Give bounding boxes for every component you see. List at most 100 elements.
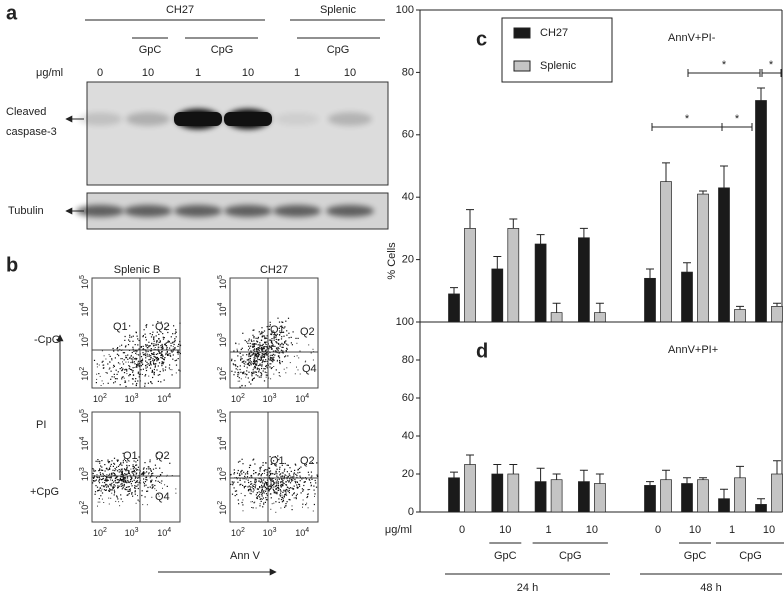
event-dot [170, 350, 172, 352]
event-dot [253, 336, 255, 338]
event-dot [282, 352, 284, 354]
error-bar [662, 469, 670, 480]
event-dot [175, 372, 177, 374]
event-dot [104, 479, 106, 481]
axis-tick-label: 102 [231, 527, 245, 539]
event-dot [263, 503, 265, 505]
event-dot [253, 367, 255, 369]
event-dot [293, 476, 295, 478]
event-dot [169, 462, 171, 464]
event-dot [165, 366, 167, 368]
event-dot [264, 355, 266, 357]
event-dot [119, 384, 121, 386]
event-dot [260, 348, 262, 350]
event-dot [128, 486, 130, 488]
event-dot [161, 343, 163, 346]
event-dot [112, 465, 114, 467]
event-dot [285, 350, 287, 352]
event-dot [312, 359, 314, 361]
event-dot [136, 481, 138, 483]
event-dot [156, 369, 158, 371]
event-dot [123, 352, 126, 354]
event-dot [262, 359, 264, 361]
event-dot [148, 468, 150, 470]
event-dot [107, 363, 109, 365]
event-dot [99, 375, 101, 377]
legend-label: Splenic [540, 60, 577, 72]
axis-tick-label: 104 [217, 436, 229, 450]
event-dot [283, 495, 285, 497]
event-dot [145, 324, 147, 327]
event-dot [264, 337, 266, 339]
y-tick-label: 0 [408, 506, 414, 518]
event-dot [276, 342, 278, 344]
event-dot [116, 373, 118, 375]
event-dot [146, 324, 148, 326]
tick-exponent: 2 [79, 501, 86, 505]
event-dot [158, 333, 160, 335]
event-dot [155, 477, 158, 479]
event-dot [279, 495, 281, 497]
event-dot [126, 464, 128, 466]
event-dot [98, 470, 100, 472]
event-dot [135, 473, 137, 475]
event-dot [270, 493, 272, 495]
event-dot [157, 346, 159, 348]
event-dot [149, 358, 151, 360]
event-dot [270, 508, 272, 510]
event-dot [243, 478, 245, 480]
event-dot [120, 468, 122, 470]
event-dot [251, 375, 253, 377]
event-dot [278, 487, 280, 489]
event-dot [266, 482, 268, 484]
event-dot [275, 350, 277, 352]
event-dot [250, 361, 253, 363]
event-dot [295, 464, 297, 466]
event-dot [253, 357, 255, 359]
event-dot [122, 363, 125, 365]
event-dot [290, 336, 292, 338]
event-dot [127, 358, 129, 360]
event-dot [271, 342, 273, 345]
event-dot [130, 468, 132, 470]
event-dot [116, 378, 118, 380]
event-dot [169, 355, 171, 357]
event-dot [284, 462, 286, 465]
event-dot [172, 350, 174, 352]
event-dot [249, 488, 251, 490]
tick-base: 10 [125, 528, 135, 538]
event-dot [259, 496, 261, 498]
event-dot [157, 365, 159, 367]
event-dot [128, 339, 130, 341]
event-dot [149, 350, 152, 352]
event-dot [261, 488, 263, 490]
event-dot [282, 346, 284, 348]
tick-base: 10 [218, 279, 228, 289]
event-dot [134, 358, 136, 360]
significance-mark: * [735, 113, 740, 125]
tick-exponent: 4 [79, 436, 86, 440]
event-dot [111, 460, 113, 462]
annotation: AnnV+PI+ [668, 344, 718, 356]
event-dot [286, 489, 288, 491]
event-dot [113, 463, 116, 465]
event-dot [108, 461, 111, 463]
event-dot [261, 364, 263, 366]
event-dot [137, 499, 139, 501]
event-dot [127, 479, 129, 481]
event-dot [304, 481, 306, 483]
event-dot [304, 361, 306, 363]
event-dot [93, 469, 95, 471]
event-dot [107, 479, 109, 481]
event-dot [270, 486, 272, 488]
event-dot [265, 359, 267, 361]
event-dot [145, 326, 147, 328]
event-dot [135, 359, 137, 361]
event-dot [149, 367, 152, 369]
event-dot [153, 363, 155, 365]
event-dot [250, 383, 252, 385]
event-dot [148, 345, 150, 347]
event-dot [266, 488, 268, 490]
event-dot [242, 499, 244, 501]
event-dot [257, 355, 259, 357]
